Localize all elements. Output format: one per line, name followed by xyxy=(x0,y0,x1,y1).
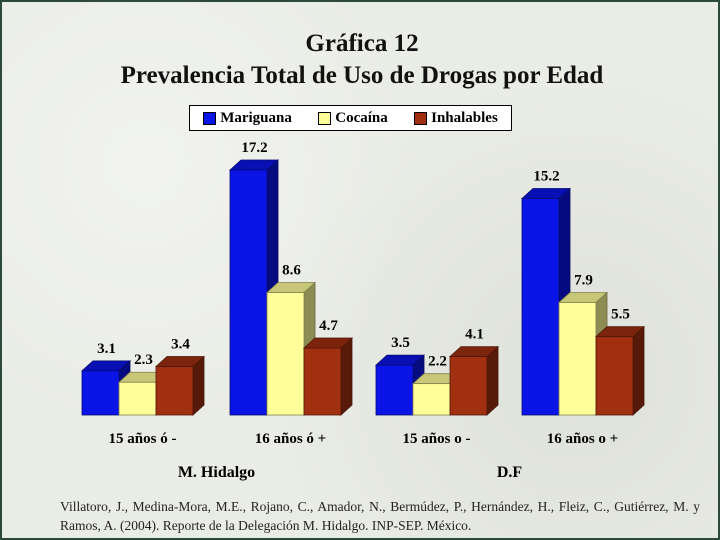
x-tick-label-0: 15 años ó - xyxy=(109,431,177,447)
bar-inhalables-2 xyxy=(449,356,488,416)
value-label-inhalables-3: 5.5 xyxy=(611,307,630,323)
value-label-mariguana-3: 15.2 xyxy=(533,168,559,184)
x-tick-label-2: 15 años o - xyxy=(403,431,471,447)
legend: Mariguana Cocaína Inhalables xyxy=(189,105,512,131)
value-label-inhalables-0: 3.4 xyxy=(171,337,190,353)
legend-swatch-inhalables xyxy=(414,111,428,125)
bar-mariguana-1 xyxy=(229,169,268,416)
legend-label-mariguana: Mariguana xyxy=(220,109,292,126)
x-tick-label-1: 16 años ó + xyxy=(255,431,326,447)
bar-side-inhalables-1 xyxy=(340,337,353,416)
group-label-1: D.F xyxy=(497,464,523,481)
value-label-mariguana-2: 3.5 xyxy=(391,335,410,351)
value-label-inhalables-1: 4.7 xyxy=(319,318,338,334)
chart-subtitle: Prevalencia Total de Uso de Drogas por E… xyxy=(120,62,604,89)
legend-label-inhalables: Inhalables xyxy=(431,109,498,126)
legend-label-cocaina: Cocaína xyxy=(335,109,388,126)
legend-item-mariguana: Mariguana xyxy=(203,110,292,127)
value-label-mariguana-1: 17.2 xyxy=(241,140,267,156)
x-tick-label-3: 16 años o + xyxy=(547,431,618,447)
bar-cocaina-1 xyxy=(266,292,305,416)
bar-cocaina-2 xyxy=(412,383,451,416)
value-label-cocaina-3: 7.9 xyxy=(574,272,593,288)
value-label-inhalables-2: 4.1 xyxy=(465,327,484,343)
bar-cocaina-3 xyxy=(558,302,597,416)
bar-inhalables-3 xyxy=(595,336,634,416)
bar-mariguana-2 xyxy=(375,364,414,416)
bar-mariguana-3 xyxy=(521,198,560,416)
bar-inhalables-0 xyxy=(155,366,194,416)
citation: Villatoro, J., Medina-Mora, M.E., Rojano… xyxy=(60,499,700,533)
legend-swatch-cocaina xyxy=(318,111,332,125)
bar-side-inhalables-3 xyxy=(632,325,645,416)
legend-item-inhalables: Inhalables xyxy=(414,110,498,127)
bar-cocaina-0 xyxy=(118,381,157,416)
bar-mariguana-0 xyxy=(81,370,120,416)
chart-title: Gráfica 12 xyxy=(305,30,419,57)
group-label-0: M. Hidalgo xyxy=(178,464,255,481)
bar-side-inhalables-2 xyxy=(486,345,499,416)
value-label-cocaina-1: 8.6 xyxy=(282,263,301,279)
legend-item-cocaina: Cocaína xyxy=(318,110,388,127)
value-label-mariguana-0: 3.1 xyxy=(97,341,116,357)
legend-swatch-mariguana xyxy=(203,111,217,125)
bar-inhalables-1 xyxy=(303,347,342,416)
value-label-cocaina-0: 2.3 xyxy=(134,352,153,368)
value-label-cocaina-2: 2.2 xyxy=(428,354,447,370)
